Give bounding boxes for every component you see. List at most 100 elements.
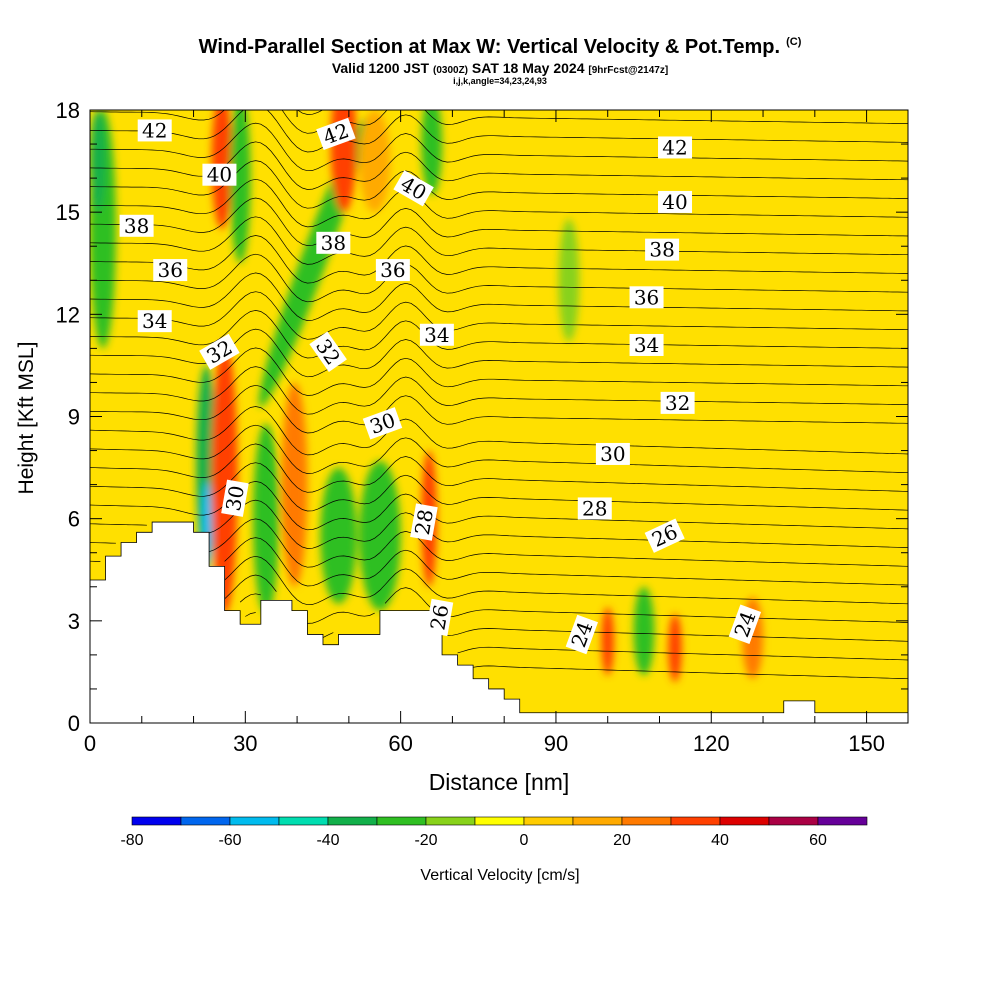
colorbar-tick-label: -60 (218, 832, 241, 849)
colorbar-tick-label: 60 (809, 832, 827, 849)
colorbar-tick-label: 0 (520, 832, 529, 849)
y-tick-label: 9 (68, 405, 80, 430)
colorbar-swatch (131, 816, 182, 826)
velocity-cell (359, 110, 391, 213)
contour-label: 36 (629, 285, 664, 309)
svg-text:34: 34 (142, 309, 167, 333)
y-tick-label: 3 (68, 609, 80, 634)
velocity-cell (320, 467, 357, 604)
colorbar-swatch (572, 816, 623, 826)
isentrope-line (90, 443, 908, 493)
svg-text:40: 40 (662, 190, 687, 214)
isentrope-line (90, 406, 908, 456)
isentrope-line (90, 253, 908, 303)
contour-label: 40 (202, 163, 237, 187)
contour-label: 38 (119, 214, 154, 238)
contour-label: 42 (137, 118, 172, 142)
terrain (90, 521, 908, 723)
contour-label: 32 (660, 391, 695, 415)
velocity-cell (211, 341, 238, 615)
colorbar-swatch (327, 816, 378, 826)
isentrope-line (224, 555, 908, 606)
y-tick-label: 18 (56, 98, 80, 123)
contour-label: 38 (316, 231, 351, 255)
isentrope-line (90, 110, 908, 153)
colorbar-swatch (523, 816, 574, 826)
colorbar-swatch (180, 816, 231, 826)
isentrope-line (245, 612, 908, 661)
velocity-cell (211, 110, 233, 230)
svg-text:40: 40 (207, 163, 232, 187)
contour-label: 26 (425, 598, 453, 637)
colorbar-swatch (670, 816, 721, 826)
contour-label: 34 (137, 309, 172, 333)
colorbar-tick-label: -20 (414, 832, 437, 849)
forecast-info: [9hrFcst@2147z] (588, 65, 669, 76)
colorbar-swatch (621, 816, 672, 826)
velocity-cell (668, 614, 682, 683)
svg-text:30: 30 (221, 484, 249, 513)
colorbar-swatch (474, 816, 525, 826)
velocity-cell (558, 218, 580, 342)
velocity-cell (253, 423, 279, 615)
isentrope-line (90, 424, 908, 474)
chart-title: Wind-Parallel Section at Max W: Vertical… (0, 36, 1000, 59)
isentrope-line (473, 665, 908, 680)
x-axis-label: Distance [nm] (429, 769, 570, 795)
colorbar-tick-label: -80 (120, 832, 143, 849)
colorbar-swatch (768, 816, 819, 826)
isentrope-line (90, 178, 908, 228)
valid-date: SAT 18 May 2024 (471, 60, 585, 76)
velocity-cell (359, 460, 401, 611)
contour-label: 42 (316, 117, 356, 150)
colorbar-tick-label: 20 (613, 832, 631, 849)
isentrope-line (90, 110, 908, 134)
svg-text:36: 36 (634, 285, 659, 309)
svg-text:38: 38 (321, 231, 346, 255)
grid-params: i,j,k,angle=34,23,24,93 (453, 76, 547, 86)
y-axis-label: Height [Kft MSL] (15, 342, 38, 495)
isentrope-line (90, 291, 908, 340)
isentrope-line (90, 216, 908, 265)
colorbar-swatch (719, 816, 770, 826)
isentrope-line (90, 122, 908, 172)
valid-time: Valid 1200 JST (331, 60, 430, 76)
svg-text:36: 36 (380, 258, 405, 282)
colorbar-swatch (817, 816, 868, 826)
y-tick-label: 12 (56, 302, 80, 327)
colorbar-swatch (425, 816, 476, 826)
contour-label: 38 (645, 238, 680, 262)
isentrope-line (90, 518, 908, 568)
velocity-cell (90, 110, 106, 213)
svg-text:28: 28 (582, 496, 607, 520)
valid-utc: (0300Z) (433, 65, 469, 76)
contour-label: 36 (153, 258, 188, 282)
velocity-cell (421, 110, 443, 196)
contour-label: 30 (221, 479, 249, 517)
svg-text:42: 42 (662, 135, 687, 159)
colorbar-swatch (229, 816, 280, 826)
contour-label: 36 (375, 258, 410, 282)
svg-text:42: 42 (142, 118, 167, 142)
isentrope-line (239, 593, 908, 642)
svg-text:28: 28 (410, 507, 438, 536)
x-tick-label: 120 (693, 731, 730, 756)
isentrope-line (90, 366, 908, 415)
x-tick-label: 150 (848, 731, 885, 756)
svg-text:36: 36 (158, 258, 183, 282)
velocity-cell (601, 607, 614, 676)
svg-text:38: 38 (649, 238, 674, 262)
contour-label: 40 (658, 190, 693, 214)
contour-label: 28 (577, 496, 612, 520)
velocity-shading (90, 110, 764, 683)
isentrope-line (90, 197, 908, 246)
velocity-cell (196, 365, 217, 570)
svg-text:34: 34 (634, 333, 659, 357)
isentrope-line (296, 110, 324, 115)
isentrope-line (90, 537, 908, 587)
velocity-cell (633, 586, 655, 676)
colorbar-swatch (278, 816, 329, 826)
isentrope-line (90, 235, 908, 284)
title-text: Wind-Parallel Section at Max W: Vertical… (198, 36, 781, 58)
